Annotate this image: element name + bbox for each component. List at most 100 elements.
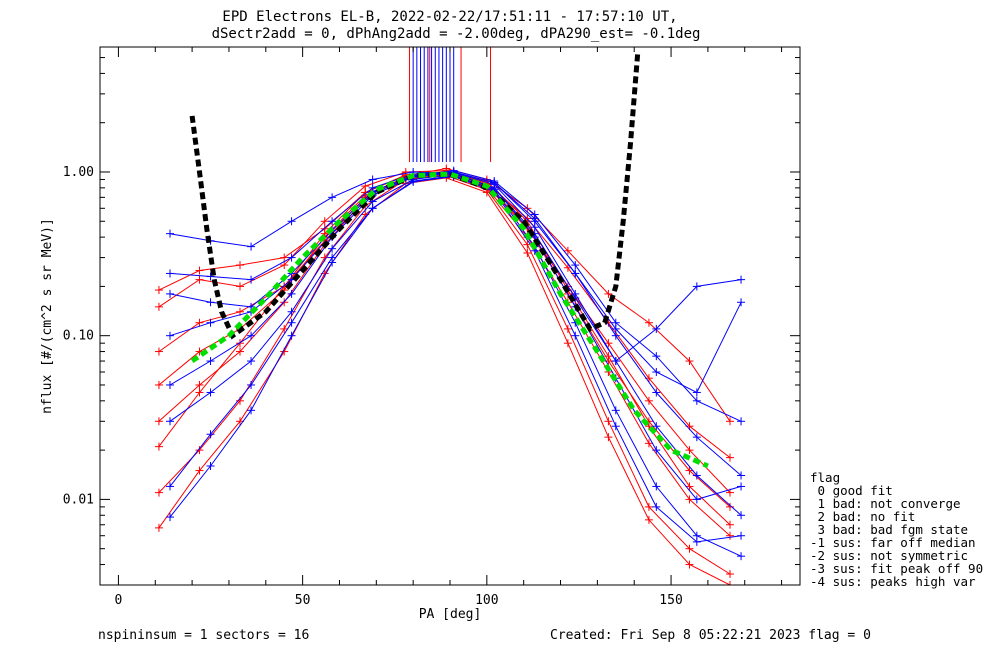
data-point	[195, 318, 204, 327]
data-point	[166, 229, 174, 238]
data-point	[737, 471, 746, 480]
data-point	[328, 258, 337, 267]
data-point	[652, 368, 661, 377]
series-line-red	[158, 167, 731, 422]
data-point	[368, 204, 377, 213]
data-point	[726, 570, 734, 579]
data-point	[726, 581, 734, 585]
data-point	[644, 502, 653, 511]
data-point	[737, 511, 746, 520]
data-point	[206, 272, 215, 281]
data-point	[611, 422, 620, 431]
data-point	[737, 298, 746, 307]
data-point	[287, 289, 296, 298]
data-point	[166, 513, 174, 522]
data-point	[280, 324, 289, 333]
data-point	[563, 324, 572, 333]
legend-item: -2 sus: not symmetric	[810, 548, 968, 563]
data-point	[563, 339, 572, 348]
data-point	[247, 380, 256, 389]
data-point	[685, 495, 694, 504]
series-line-blue	[169, 175, 742, 543]
data-point	[692, 537, 701, 546]
data-point	[692, 433, 701, 442]
data-point	[280, 253, 289, 262]
data-point	[195, 380, 204, 389]
y-tick-label: 0.01	[63, 492, 94, 507]
legend-item: -3 sus: fit peak off 90	[810, 561, 983, 576]
data-point	[287, 307, 296, 316]
data-point	[247, 331, 256, 340]
series-line-blue	[169, 171, 742, 394]
data-point	[652, 446, 661, 455]
data-point	[604, 339, 613, 348]
legend-item: -1 sus: far off median	[810, 535, 976, 550]
flag-legend: flag 0 good fit 1 bad: not converge 2 ba…	[810, 470, 983, 589]
y-tick-label: 0.10	[63, 329, 94, 344]
data-point	[726, 417, 734, 426]
data-point	[571, 261, 580, 270]
fit-curve-black	[189, 50, 641, 340]
data-point	[287, 331, 296, 340]
data-point	[685, 544, 694, 553]
data-point	[611, 357, 620, 366]
data-point	[195, 388, 204, 397]
data-point	[571, 289, 580, 298]
data-point	[611, 406, 620, 415]
data-point	[571, 331, 580, 340]
data-point	[490, 177, 499, 186]
data-point	[154, 417, 163, 426]
data-point	[523, 214, 532, 223]
title-line-1: EPD Electrons EL-B, 2022-02-22/17:51:11 …	[222, 9, 677, 25]
data-point	[685, 560, 694, 569]
data-point	[644, 318, 653, 327]
data-point	[611, 331, 620, 340]
data-point	[563, 246, 572, 255]
series-line-red	[158, 173, 731, 537]
data-point	[652, 502, 661, 511]
data-point	[166, 380, 174, 389]
data-point	[604, 417, 613, 426]
data-point	[206, 357, 215, 366]
data-point	[247, 242, 256, 251]
data-point	[685, 482, 694, 491]
data-point	[652, 352, 661, 361]
data-point	[652, 388, 661, 397]
data-point	[154, 488, 163, 497]
data-point	[692, 396, 701, 405]
data-point	[368, 175, 377, 184]
data-point	[206, 298, 215, 307]
legend-item: 3 bad: bad fgm state	[810, 522, 968, 537]
y-tick-label: 1.00	[63, 165, 94, 180]
data-point	[644, 515, 653, 524]
data-point	[154, 302, 163, 311]
data-point	[154, 442, 163, 451]
data-point	[280, 298, 289, 307]
x-tick-label: 150	[659, 593, 682, 608]
data-point	[287, 217, 296, 226]
legend-item: 0 good fit	[810, 483, 893, 498]
data-point	[280, 261, 289, 270]
data-point	[166, 417, 174, 426]
data-point	[530, 223, 539, 232]
data-point	[287, 253, 296, 262]
data-point	[166, 331, 174, 340]
data-point	[206, 430, 215, 439]
data-point	[154, 523, 163, 532]
data-point	[320, 224, 329, 233]
fit-curve-green	[190, 171, 709, 469]
data-point	[328, 244, 337, 253]
title-line-2: dSectr2add = 0, dPhAng2add = -2.00deg, d…	[212, 26, 701, 42]
data-point	[195, 266, 204, 275]
data-point	[206, 388, 215, 397]
data-point	[482, 188, 491, 197]
data-point	[737, 275, 746, 284]
tick-layer: 0 50 100 150 0.01 0.10 1.00	[63, 47, 800, 608]
data-point	[604, 433, 613, 442]
data-point	[247, 357, 256, 366]
data-point	[206, 461, 215, 470]
data-point	[611, 318, 620, 327]
x-tick-label: 100	[475, 593, 498, 608]
data-point	[523, 248, 532, 257]
footer-right: Created: Fri Sep 8 05:22:21 2023 flag = …	[550, 628, 871, 643]
